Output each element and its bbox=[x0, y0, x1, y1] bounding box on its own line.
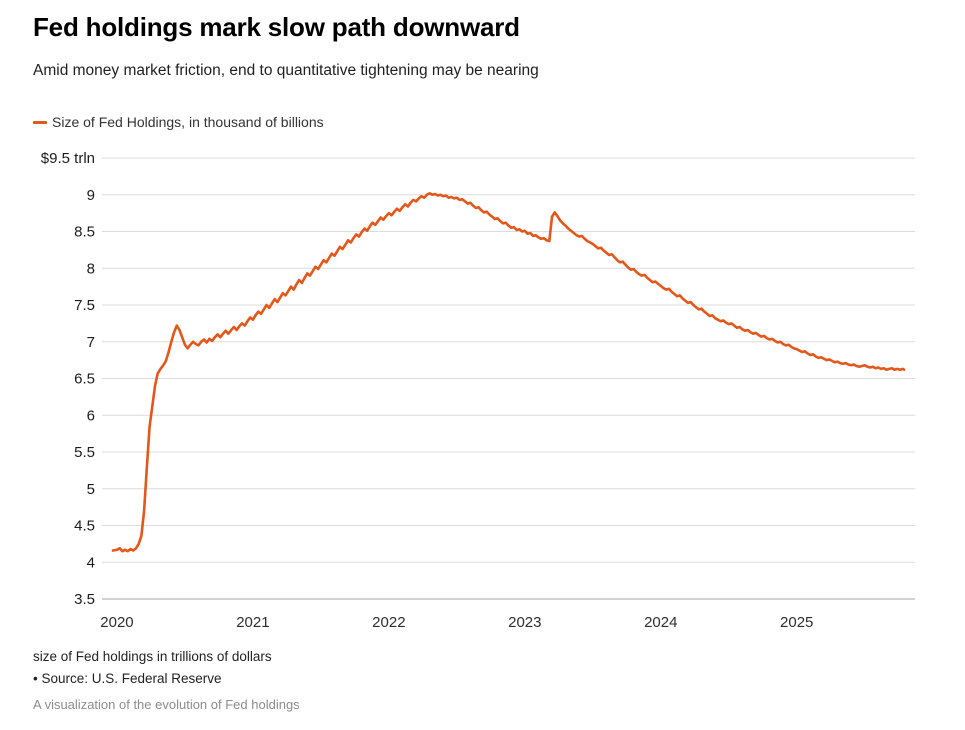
y-tick-label: 4.5 bbox=[74, 518, 95, 535]
y-tick-label: 9 bbox=[87, 187, 95, 204]
y-tick-label: $9.5 trln bbox=[41, 150, 95, 167]
y-tick-label: 8 bbox=[87, 260, 95, 277]
x-tick-label: 2022 bbox=[372, 614, 405, 631]
source-note: • Source: U.S. Federal Reserve bbox=[33, 671, 222, 686]
y-tick-label: 8.5 bbox=[74, 224, 95, 241]
x-tick-label: 2024 bbox=[644, 614, 677, 631]
page-caption: A visualization of the evolution of Fed … bbox=[33, 697, 300, 712]
y-tick-label: 6.5 bbox=[74, 371, 95, 388]
y-tick-label: 7 bbox=[87, 334, 95, 351]
x-tick-label: 2020 bbox=[100, 614, 133, 631]
y-tick-label: 3.5 bbox=[74, 591, 95, 608]
series-line bbox=[111, 191, 906, 553]
page-title: Fed holdings mark slow path downward bbox=[33, 12, 520, 42]
y-tick-label: 4 bbox=[87, 554, 95, 571]
y-tick-label: 7.5 bbox=[74, 297, 95, 314]
y-tick-label: 6 bbox=[87, 407, 95, 424]
y-tick-label: 5 bbox=[87, 481, 95, 498]
legend: Size of Fed Holdings, in thousand of bil… bbox=[33, 113, 324, 131]
x-tick-label: 2021 bbox=[236, 614, 269, 631]
fed-holdings-line-chart: $9.5 trln 9 8.5 8 7.5 7 6.5 6 5.5 5 4.5 4 3.5 2020 202… bbox=[41, 150, 915, 631]
page-subtitle: Amid money market friction, end to quant… bbox=[33, 62, 539, 79]
y-tick-label: 5.5 bbox=[74, 444, 95, 461]
x-tick-label: 2023 bbox=[508, 614, 541, 631]
axis-note: size of Fed holdings in trillions of dol… bbox=[33, 649, 272, 664]
x-tick-label: 2025 bbox=[780, 614, 813, 631]
legend-line-swatch-icon bbox=[33, 120, 47, 124]
legend-label: Size of Fed Holdings, in thousand of bil… bbox=[52, 114, 324, 130]
